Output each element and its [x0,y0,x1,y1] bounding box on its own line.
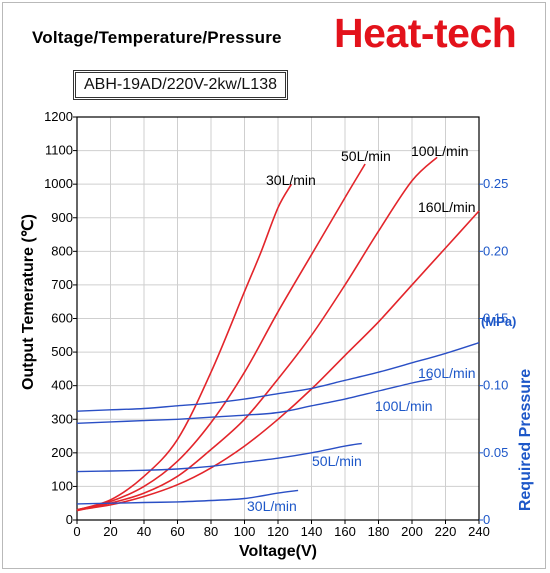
temperature-line-100lmin [76,156,438,512]
temperature-line-160lmin [76,210,480,511]
y2-axis-title: Required Pressure [517,369,534,511]
model-label-box: ABH-19AD/220V-2kw/L138 [73,70,288,100]
y-tick-label: 100 [51,478,73,493]
y2-tick-label: 0.10 [483,378,508,393]
y2-tick-label: 0.25 [483,176,508,191]
x-tick-label: 40 [137,524,151,539]
y-tick-label: 800 [51,243,73,258]
y-tick-label: 900 [51,210,73,225]
y-tick-label: 600 [51,311,73,326]
y2-tick-label: 0 [483,512,490,527]
x-tick-label: 140 [301,524,323,539]
pressure-series-label-100lmin: 100L/min [375,398,433,414]
temperature-series-label-160lmin: 160L/min [418,199,476,215]
x-axis-title: Voltage(V) [239,543,317,560]
y-tick-label: 1200 [44,109,73,124]
y-tick-label: 700 [51,277,73,292]
y-tick-label: 400 [51,378,73,393]
pressure-series-label-160lmin: 160L/min [418,365,476,381]
temperature-line-30lmin [76,183,293,511]
x-tick-label: 240 [468,524,490,539]
x-tick-label: 100 [234,524,256,539]
temperature-series-label-50lmin: 50L/min [341,148,391,164]
x-tick-label: 60 [170,524,184,539]
x-tick-label: 160 [334,524,356,539]
x-tick-label: 200 [401,524,423,539]
temperature-line-50lmin [76,163,366,511]
pressure-series-label-30lmin: 30L/min [247,498,297,514]
temperature-series-label-30lmin: 30L/min [266,172,316,188]
x-tick-label: 120 [267,524,289,539]
pressure-series-label-50lmin: 50L/min [312,453,362,469]
y2-tick-label: 0.15 [483,311,508,326]
x-tick-label: 80 [204,524,218,539]
pressure-line-30lmin [76,489,299,505]
y2-tick-label: 0.20 [483,243,508,258]
temperature-series-label-100lmin: 100L/min [411,143,469,159]
chart-frame [2,2,546,569]
x-tick-label: 220 [435,524,457,539]
y-tick-label: 300 [51,411,73,426]
brand-logo-text: Heat-tech [334,10,517,56]
pressure-line-160lmin [76,342,480,412]
y-axis-title: Output Temerature (℃) [20,214,37,390]
x-tick-label: 20 [103,524,117,539]
y-tick-label: 500 [51,344,73,359]
pressure-line-50lmin [76,442,362,473]
x-tick-label: 0 [73,524,80,539]
y-tick-label: 1100 [45,143,73,158]
x-tick-label: 180 [368,524,390,539]
y-tick-label: 1000 [44,176,73,191]
pressure-line-100lmin [76,378,433,424]
y2-axis-unit: (MPa) [481,314,516,329]
y-tick-label: 200 [51,445,73,460]
y2-tick-label: 0.05 [483,445,508,460]
chart-title: Voltage/Temperature/Pressure [32,28,282,47]
y-tick-label: 0 [66,512,73,527]
